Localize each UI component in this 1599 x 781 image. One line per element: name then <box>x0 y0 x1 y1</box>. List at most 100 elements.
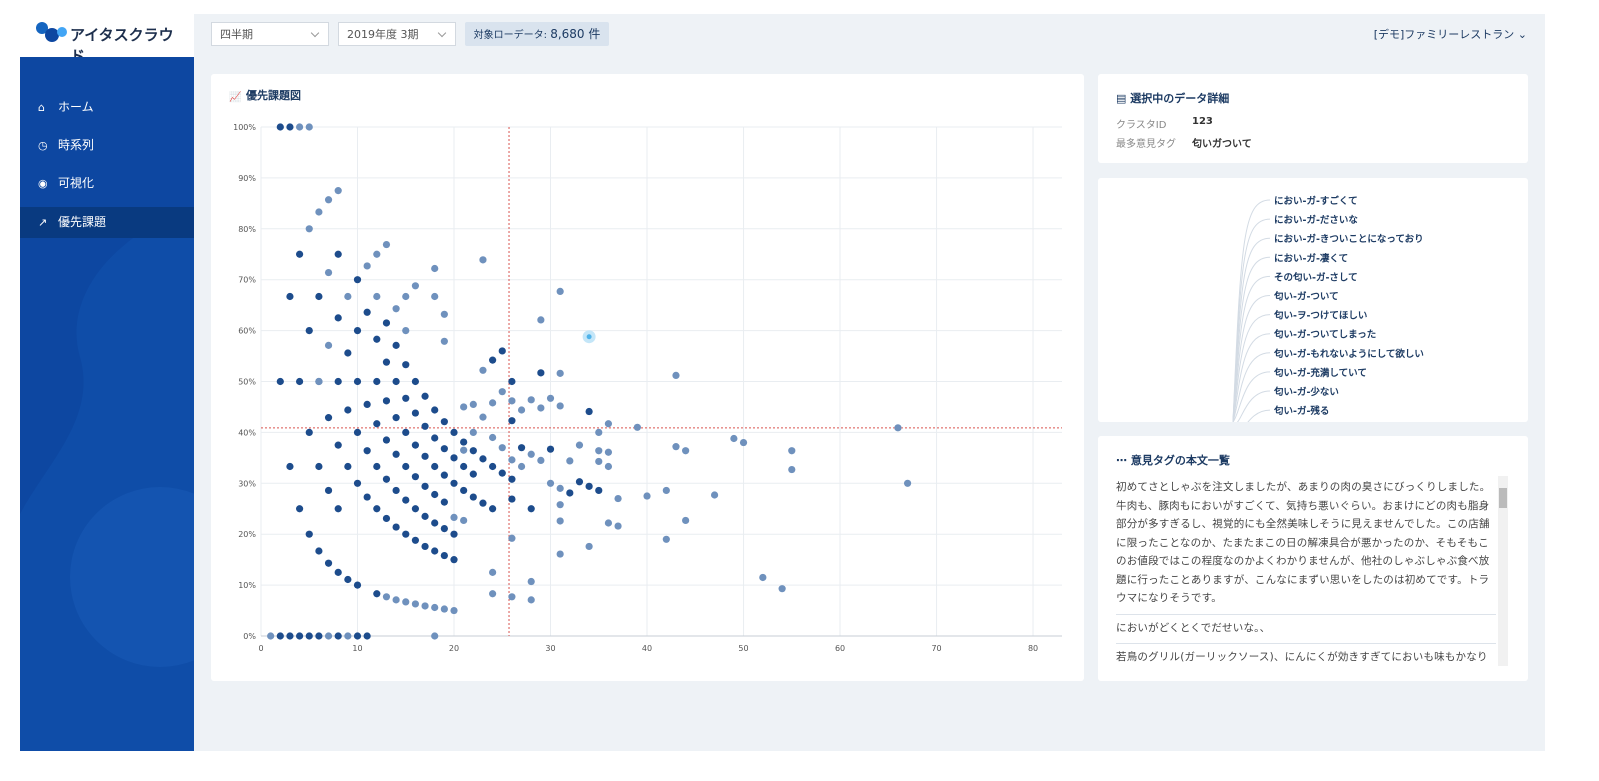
data-point <box>431 292 439 301</box>
nav-visualize[interactable]: ◉ 可視化 <box>38 176 95 190</box>
account-menu[interactable]: [デモ]ファミリーレストラン ⌄ <box>1373 28 1527 41</box>
data-point <box>498 347 506 355</box>
data-point <box>527 596 535 604</box>
data-point <box>324 559 333 567</box>
data-point <box>305 530 313 538</box>
y-tick-label: 40% <box>238 428 256 437</box>
data-point <box>517 406 526 414</box>
data-point <box>788 447 796 455</box>
data-point <box>402 292 410 301</box>
data-point <box>604 462 613 471</box>
data-point <box>305 327 313 335</box>
scrollbar[interactable] <box>1498 476 1508 666</box>
data-point <box>489 433 497 442</box>
chart-icon: 📈 <box>229 90 241 103</box>
data-point <box>662 486 670 495</box>
data-point <box>382 358 391 366</box>
data-point <box>527 577 535 586</box>
data-point <box>344 406 352 414</box>
data-point <box>527 396 535 404</box>
data-point <box>411 473 420 481</box>
data-point <box>286 123 294 131</box>
data-point <box>334 441 342 449</box>
data-point <box>556 287 564 296</box>
nav-home[interactable]: ⌂ ホーム <box>38 100 94 114</box>
data-point <box>556 501 564 509</box>
data-point <box>353 581 362 589</box>
tag-label: 匂い-ヲ-つけてほしい <box>1273 310 1367 322</box>
data-point <box>537 316 545 324</box>
detail-panel: ▤ 選択中のデータ詳細 クラスタID 123 最多意見タグ 匂いガついて <box>1098 74 1528 163</box>
data-point <box>353 377 362 386</box>
data-point <box>315 632 323 640</box>
nav-priority[interactable]: ↗ 優先課題 <box>20 207 194 238</box>
data-point <box>489 505 497 513</box>
data-point <box>382 593 391 601</box>
comment: 初めてさとしゃぶを注文しましたが、あまりの肉の臭さにびっくりしました。牛肉も、豚… <box>1116 474 1496 615</box>
tag-label: におい-ガ-すごくて <box>1274 195 1358 207</box>
data-point <box>334 568 342 576</box>
data-point <box>315 547 323 555</box>
data-point <box>440 418 448 426</box>
data-point <box>431 519 439 527</box>
data-point <box>363 262 371 270</box>
data-point <box>517 444 526 452</box>
data-point <box>537 404 545 412</box>
tag-label: その匂い-ガ-さして <box>1274 271 1358 283</box>
data-point <box>363 447 371 455</box>
data-point <box>682 516 690 525</box>
data-point <box>469 470 477 478</box>
data-point <box>527 450 535 458</box>
data-point <box>324 632 333 640</box>
data-point <box>614 522 622 530</box>
x-tick-label: 0 <box>258 644 263 653</box>
data-point <box>353 327 362 335</box>
data-point <box>440 337 448 345</box>
data-point <box>373 505 381 513</box>
count-value: 8,680 件 <box>550 27 601 41</box>
data-point <box>595 447 603 455</box>
comments-panel: ⋯ 意見タグの本文一覧 初めてさとしゃぶを注文しましたが、あまりの肉の臭さにびっ… <box>1098 436 1528 681</box>
data-point <box>556 402 564 410</box>
data-point <box>575 441 584 449</box>
data-point <box>305 428 313 436</box>
data-point <box>286 632 294 640</box>
data-point <box>556 369 564 377</box>
data-point <box>267 632 275 640</box>
data-point <box>392 523 400 531</box>
data-point <box>566 489 574 497</box>
data-point <box>431 434 439 442</box>
data-point <box>296 250 304 258</box>
y-tick-label: 50% <box>238 378 256 387</box>
data-point <box>460 486 468 495</box>
data-point <box>508 456 516 464</box>
tree-link <box>1232 371 1271 422</box>
data-point <box>411 505 420 513</box>
y-tick-label: 60% <box>238 327 256 336</box>
period-select[interactable]: 四半期 <box>211 22 329 46</box>
data-point <box>479 366 487 374</box>
logo[interactable]: アイタスクラウド <box>34 18 184 65</box>
data-point <box>469 447 477 455</box>
term-select[interactable]: 2019年度 3期 <box>338 22 456 46</box>
header: 四半期 2019年度 3期 対象ローデータ: 8,680 件 [デモ]ファミリー… <box>194 14 1545 58</box>
data-point <box>286 292 294 301</box>
data-point <box>353 479 362 487</box>
data-point <box>334 632 342 640</box>
data-point <box>382 397 391 405</box>
data-point <box>440 525 448 533</box>
data-point <box>402 428 410 436</box>
data-point <box>778 585 786 593</box>
data-point <box>582 330 596 344</box>
data-point <box>739 438 748 447</box>
data-point <box>334 250 342 258</box>
data-point <box>353 276 362 284</box>
detail-title-text: 選択中のデータ詳細 <box>1130 92 1230 105</box>
data-point <box>903 479 912 487</box>
nav-timeseries[interactable]: ◷ 時系列 <box>38 138 95 152</box>
data-point <box>392 305 400 313</box>
y-tick-label: 30% <box>238 479 256 488</box>
data-point <box>508 593 516 601</box>
data-point <box>344 462 352 471</box>
